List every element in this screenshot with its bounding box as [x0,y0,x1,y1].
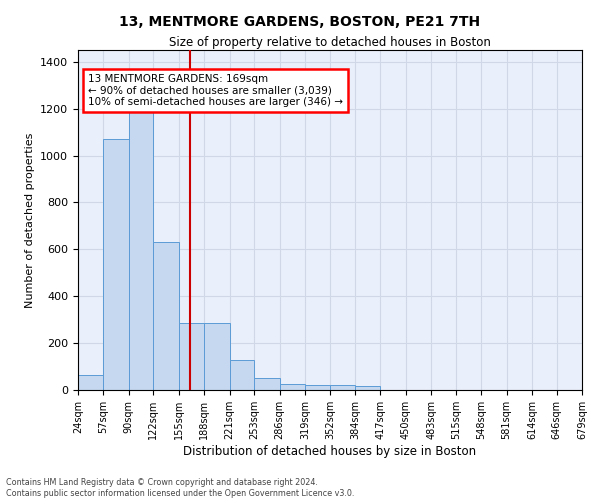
Bar [355,386,380,390]
Bar [103,139,129,390]
Bar [280,384,305,390]
Bar [129,92,154,390]
Bar [154,242,179,390]
X-axis label: Distribution of detached houses by size in Boston: Distribution of detached houses by size … [184,444,476,458]
Title: Size of property relative to detached houses in Boston: Size of property relative to detached ho… [169,36,491,49]
Bar [230,360,254,390]
Text: 13, MENTMORE GARDENS, BOSTON, PE21 7TH: 13, MENTMORE GARDENS, BOSTON, PE21 7TH [119,15,481,29]
Text: 13 MENTMORE GARDENS: 169sqm
← 90% of detached houses are smaller (3,039)
10% of : 13 MENTMORE GARDENS: 169sqm ← 90% of det… [88,74,343,107]
Bar [204,323,230,390]
Text: Contains HM Land Registry data © Crown copyright and database right 2024.
Contai: Contains HM Land Registry data © Crown c… [6,478,355,498]
Bar [78,375,103,390]
Bar [305,386,331,390]
Bar [254,378,280,390]
Bar [331,386,355,390]
Bar [179,323,204,390]
Y-axis label: Number of detached properties: Number of detached properties [25,132,35,308]
